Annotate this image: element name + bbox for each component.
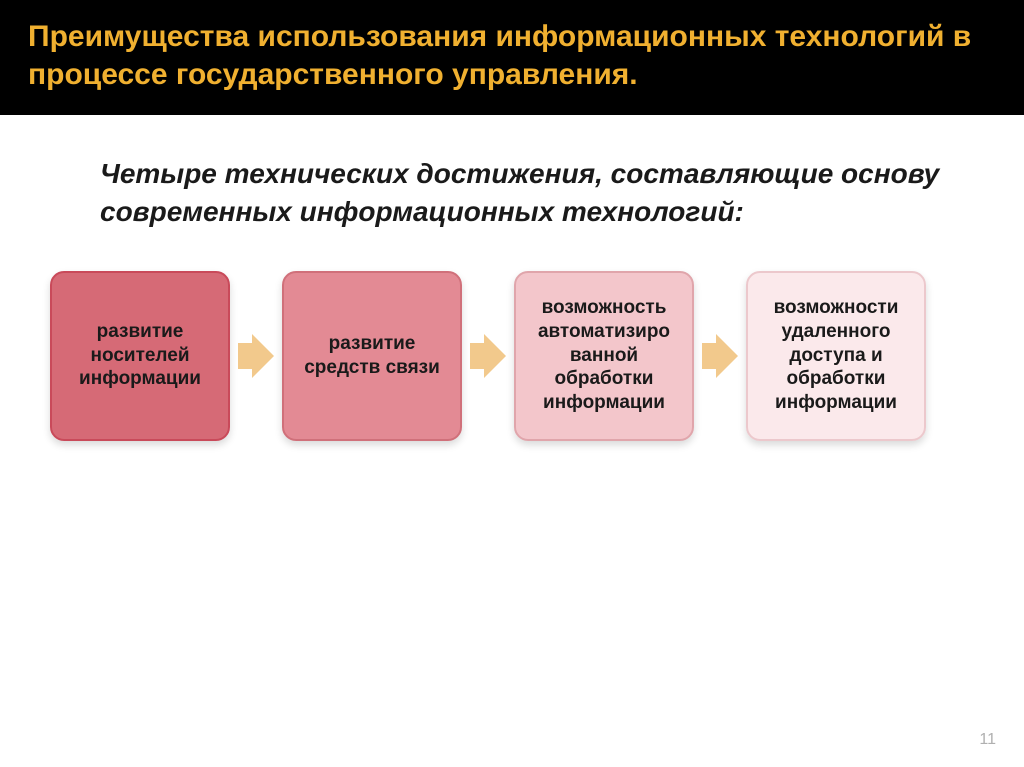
subtitle-text: Четыре технических достижения, составляю… [100,155,964,231]
flow-box-1: развитие носителей информации [50,271,230,441]
flow-box-4-label: возможности удаленного доступа и обработ… [760,296,912,415]
flow-box-4: возможности удаленного доступа и обработ… [746,271,926,441]
flow-box-2-label: развитие средств связи [296,332,448,380]
page-number: 11 [979,731,996,749]
slide-title: Преимущества использования информационны… [28,18,996,93]
slide-content: Четыре технических достижения, составляю… [0,115,1024,441]
flow-box-1-label: развитие носителей информации [64,320,216,391]
arrow-icon [470,334,506,378]
flow-box-3-label: возможность автоматизиро ванной обработк… [528,296,680,415]
flow-box-3: возможность автоматизиро ванной обработк… [514,271,694,441]
arrow-icon [238,334,274,378]
arrow-icon [702,334,738,378]
slide-header: Преимущества использования информационны… [0,0,1024,115]
flow-box-2: развитие средств связи [282,271,462,441]
flow-diagram: развитие носителей информации развитие с… [50,271,964,441]
